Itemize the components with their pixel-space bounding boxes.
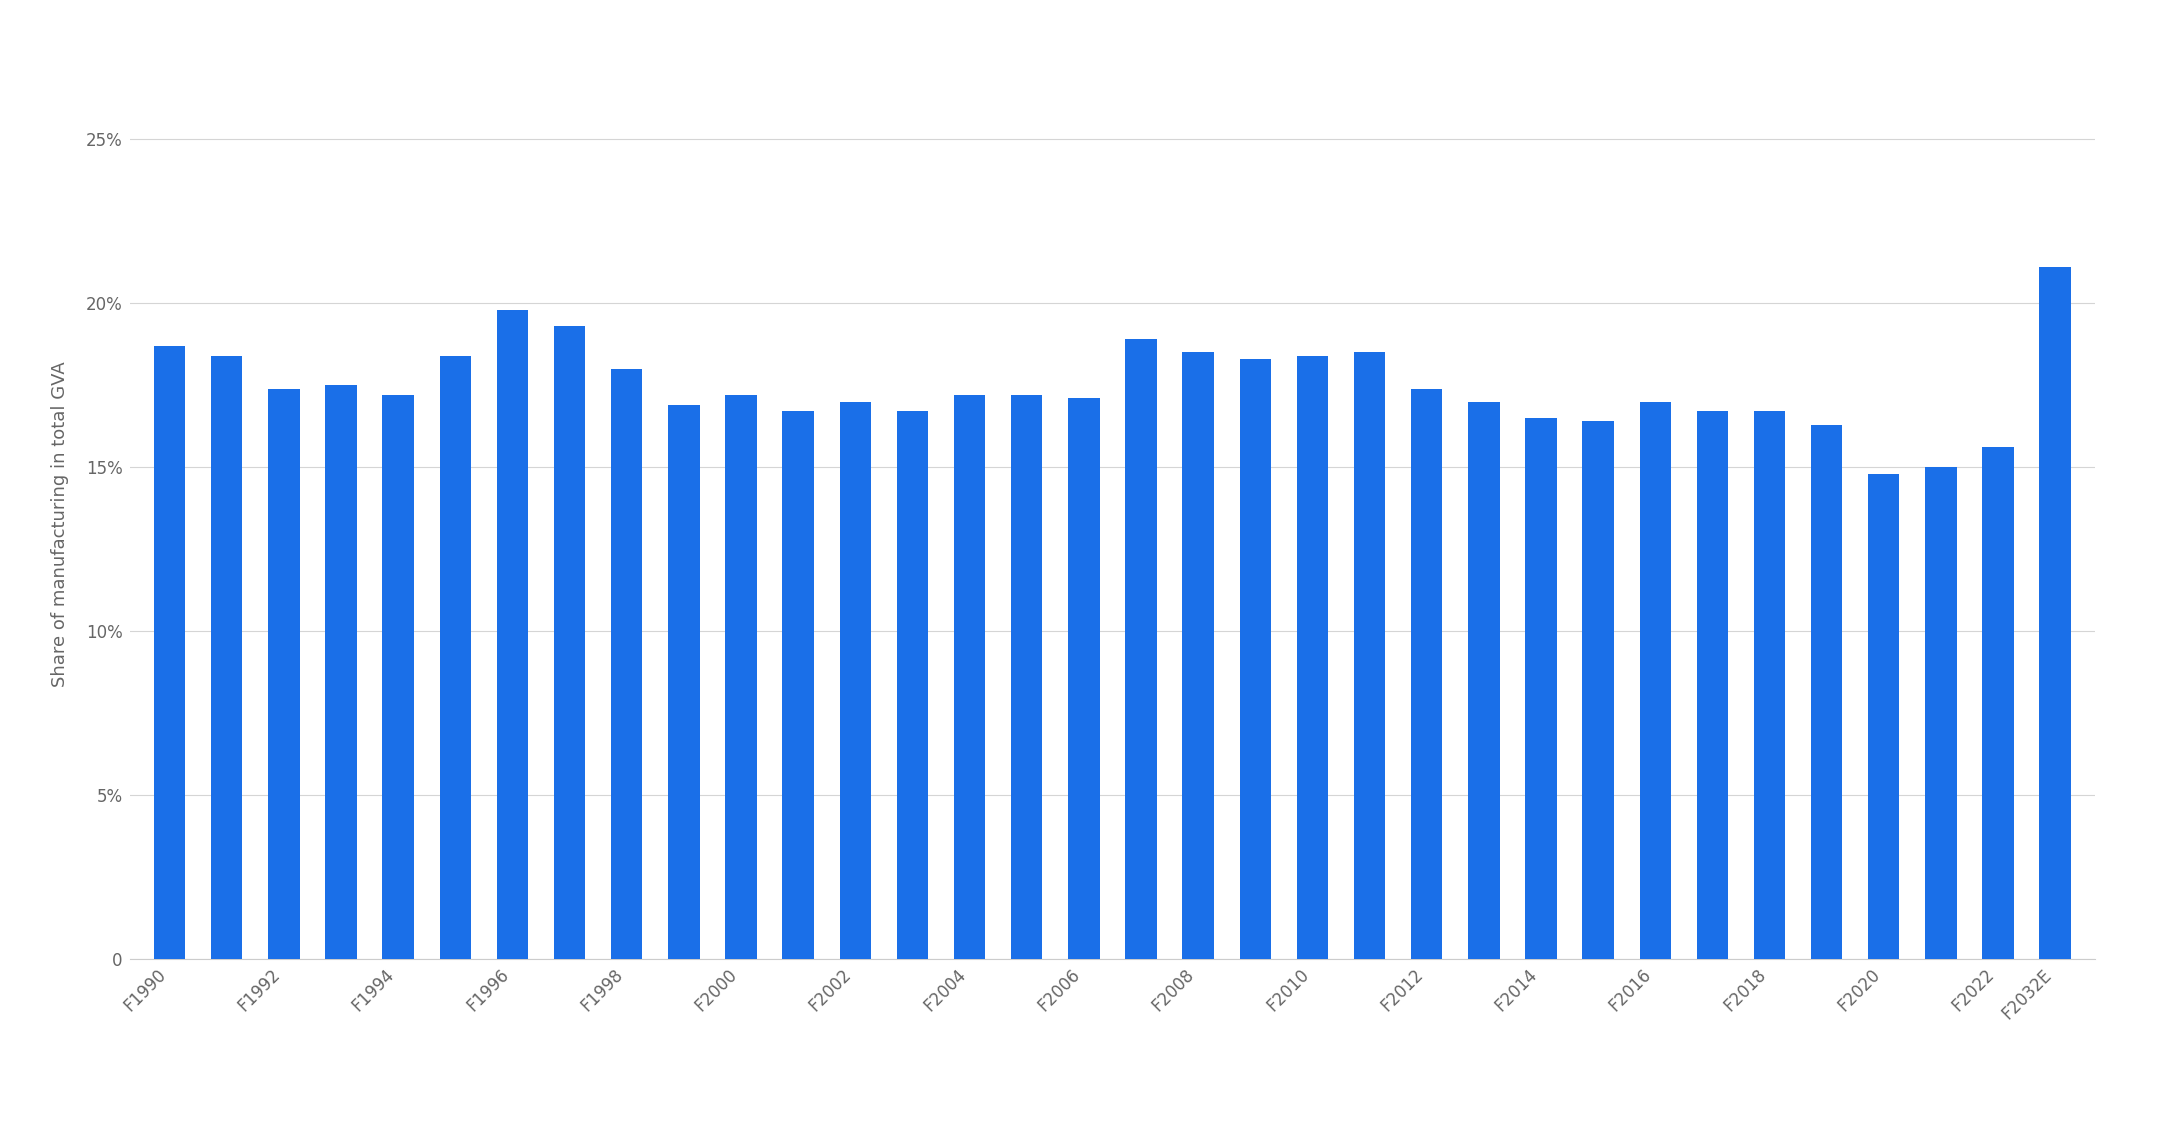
Bar: [1011, 395, 1043, 959]
Bar: [611, 369, 642, 959]
Bar: [1983, 448, 2013, 959]
Bar: [153, 346, 186, 959]
Bar: [1583, 421, 1614, 959]
Bar: [667, 405, 700, 959]
Bar: [1125, 340, 1158, 959]
Bar: [268, 388, 300, 959]
Bar: [1296, 355, 1328, 959]
Bar: [2039, 267, 2071, 959]
Bar: [1525, 418, 1557, 959]
Bar: [1469, 402, 1499, 959]
Bar: [1925, 467, 1957, 959]
Bar: [1639, 402, 1672, 959]
Bar: [1754, 412, 1784, 959]
Bar: [726, 395, 756, 959]
Bar: [1182, 352, 1214, 959]
Y-axis label: Share of manufacturing in total GVA: Share of manufacturing in total GVA: [52, 362, 69, 687]
Bar: [326, 386, 356, 959]
Bar: [441, 355, 471, 959]
Bar: [382, 395, 415, 959]
Bar: [1354, 352, 1385, 959]
Bar: [840, 402, 870, 959]
Bar: [497, 310, 529, 959]
Bar: [1067, 398, 1099, 959]
Bar: [1696, 412, 1728, 959]
Bar: [955, 395, 985, 959]
Bar: [1868, 474, 1899, 959]
Bar: [1810, 424, 1842, 959]
Bar: [896, 412, 929, 959]
Bar: [1410, 388, 1443, 959]
Bar: [782, 412, 814, 959]
Bar: [553, 326, 585, 959]
Bar: [212, 355, 242, 959]
Bar: [1240, 359, 1270, 959]
